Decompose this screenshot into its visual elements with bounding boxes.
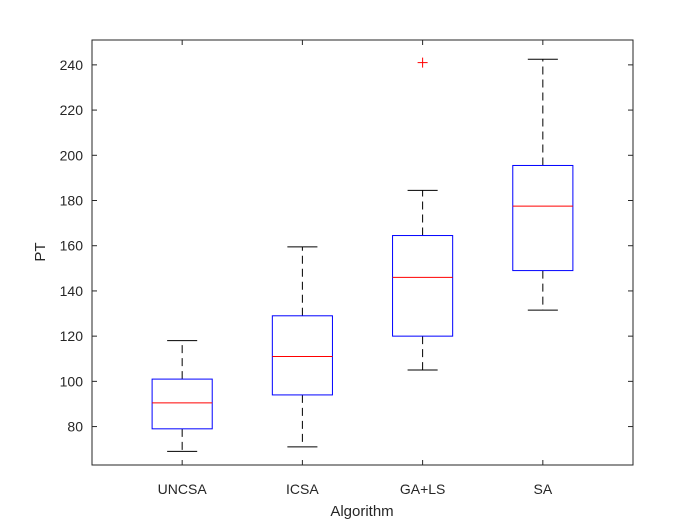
box-ga-ls	[392, 57, 454, 371]
y-tick-label: 80	[67, 419, 83, 435]
x-axis-label: Algorithm	[330, 503, 393, 520]
iqr-box	[512, 164, 574, 272]
outlier-marker	[417, 57, 428, 68]
y-tick-label: 180	[60, 193, 84, 209]
box-sa	[512, 58, 574, 311]
y-tick-label: 140	[60, 283, 84, 299]
y-tick-label: 240	[60, 57, 84, 73]
y-tick-label: 160	[60, 238, 84, 254]
iqr-box	[392, 235, 454, 337]
y-tick-label: 200	[60, 147, 84, 163]
iqr-box	[151, 378, 213, 430]
y-tick-label: 100	[60, 373, 84, 389]
x-tick-label: SA	[533, 481, 552, 497]
box-series	[151, 57, 574, 452]
plot-area	[92, 40, 633, 465]
x-tick-label: GA+LS	[400, 481, 446, 497]
y-tick-label: 120	[60, 328, 84, 344]
x-tick-label: ICSA	[286, 481, 319, 497]
iqr-box	[271, 315, 333, 396]
x-tick-label: UNCSA	[158, 481, 208, 497]
y-axis-ticks: 80 100 120 140 160 180 200 220 240	[60, 57, 633, 435]
y-axis-label: PT	[32, 242, 49, 261]
box-icsa	[271, 246, 333, 448]
x-axis-ticks: UNCSA ICSA GA+LS SA	[158, 40, 553, 497]
box-uncsa	[151, 340, 213, 452]
plot-frame	[91, 39, 634, 466]
y-tick-label: 220	[60, 102, 84, 118]
